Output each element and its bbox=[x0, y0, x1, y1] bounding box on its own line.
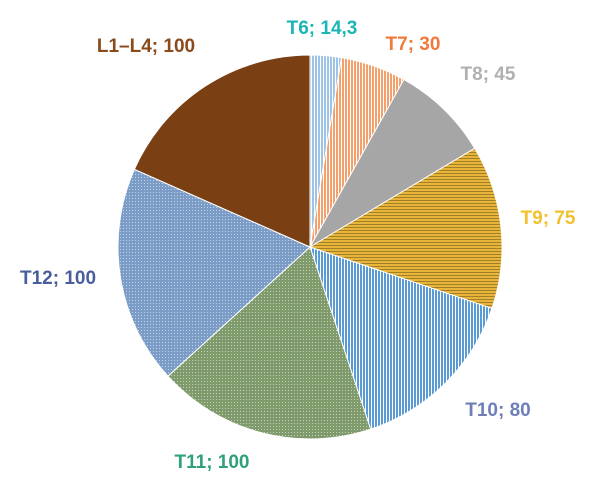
pie-slice-t9 bbox=[308, 147, 503, 310]
slice-label-t7: T7; 30 bbox=[386, 34, 441, 55]
slice-label-t11: T11; 100 bbox=[175, 452, 250, 473]
pie-slice-t12 bbox=[117, 168, 311, 377]
slice-label-t8: T8; 45 bbox=[461, 64, 516, 85]
pie-slice-t8 bbox=[308, 78, 476, 249]
slice-label-t6: T6; 14,3 bbox=[287, 18, 358, 39]
pie-slice-t10 bbox=[309, 246, 493, 430]
slice-label-t10: T10; 80 bbox=[465, 400, 530, 421]
pie-slice-l1-l4 bbox=[133, 54, 311, 248]
slice-label-t12: T12; 100 bbox=[20, 268, 96, 289]
slice-label-l1-l4: L1–L4; 100 bbox=[97, 36, 195, 57]
pie-slice-t11 bbox=[167, 246, 372, 440]
slice-label-t9: T9; 75 bbox=[521, 208, 576, 229]
